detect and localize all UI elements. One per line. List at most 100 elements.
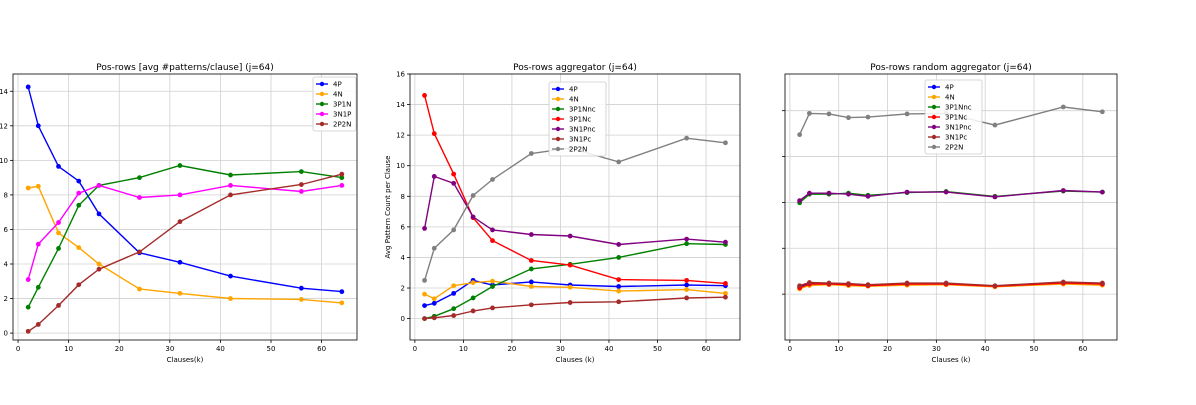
series-line-3N1Pnc bbox=[799, 189, 1103, 202]
data-point-2P2N bbox=[528, 151, 534, 156]
legend-label: 3N1Pnc bbox=[569, 126, 596, 134]
x-tick-label: 60 bbox=[702, 345, 711, 353]
data-point-4P bbox=[528, 279, 534, 285]
data-point-4N bbox=[96, 261, 102, 267]
y-tick-label: 14 bbox=[396, 101, 405, 109]
data-point-2P2N bbox=[339, 171, 345, 177]
data-point-4N bbox=[35, 183, 41, 189]
data-point-4P bbox=[684, 282, 690, 288]
data-point-3P1N bbox=[339, 175, 345, 181]
data-point-2P2N bbox=[1099, 109, 1105, 115]
data-point-3N1Pc bbox=[470, 308, 476, 314]
legend-swatch-marker bbox=[555, 126, 561, 132]
y-axis-label: Avg Pattern Count per Clause bbox=[384, 156, 392, 259]
data-point-2P2N bbox=[865, 114, 871, 120]
series-line-3N1P bbox=[27, 184, 342, 280]
data-point-4N bbox=[228, 296, 233, 301]
data-point-3N1Pc bbox=[904, 280, 910, 286]
data-point-2P2N bbox=[1060, 104, 1066, 110]
y-tick-label: 0 bbox=[401, 315, 405, 323]
y-tick-label: 6 bbox=[401, 223, 406, 231]
series-line-2P2N bbox=[798, 106, 1103, 135]
data-point-3P1N bbox=[177, 163, 183, 168]
data-point-3N1Pnc bbox=[1099, 189, 1105, 195]
x-tick-label: 50 bbox=[267, 345, 276, 353]
data-point-3N1Pnc bbox=[992, 194, 998, 200]
data-point-3N1Pc bbox=[723, 294, 728, 300]
data-point-4N bbox=[56, 230, 61, 236]
legend-label: 4P bbox=[333, 81, 342, 89]
data-point-3N1Pc bbox=[684, 295, 690, 301]
data-point-4N bbox=[470, 280, 476, 286]
chart-title: Pos-rows [avg #patterns/clause] (j=64) bbox=[96, 63, 274, 73]
y-tick-label: 14 bbox=[0, 88, 9, 96]
legend-label: 4P bbox=[569, 86, 578, 94]
legend-label: 4N bbox=[569, 96, 579, 104]
data-point-2P2N bbox=[723, 140, 728, 146]
legend-swatch-marker bbox=[931, 124, 937, 130]
data-point-3N1Pnc bbox=[723, 239, 728, 245]
series-line-4N bbox=[424, 280, 726, 300]
data-point-4N bbox=[684, 287, 690, 292]
x-tick-label: 60 bbox=[1078, 345, 1087, 353]
data-point-3N1Pnc bbox=[846, 191, 851, 197]
legend-label: 3N1Pc bbox=[569, 136, 591, 144]
data-point-3N1P bbox=[96, 183, 102, 188]
data-point-4P bbox=[96, 211, 102, 217]
data-point-2P2N bbox=[422, 277, 427, 283]
legend-label: 4N bbox=[333, 91, 343, 99]
data-point-3N1Pc bbox=[490, 305, 495, 311]
legend-swatch-marker bbox=[555, 146, 561, 152]
data-point-3N1Pnc bbox=[422, 226, 427, 231]
legend-swatch-marker bbox=[555, 86, 561, 92]
data-point-2P2N bbox=[298, 182, 304, 187]
data-point-3P1N bbox=[56, 246, 61, 251]
data-point-3P1N bbox=[25, 304, 31, 310]
data-point-2P2N bbox=[992, 122, 998, 128]
data-point-2P2N bbox=[797, 132, 803, 138]
y-tick-label: 10 bbox=[0, 157, 8, 165]
data-point-3P1Nc bbox=[451, 171, 457, 177]
y-tick-label: 6 bbox=[4, 226, 9, 234]
y-tick-label: 4 bbox=[4, 261, 9, 269]
data-point-4N bbox=[298, 297, 304, 302]
data-point-3N1Pc bbox=[1099, 280, 1105, 286]
series-line-2P2N bbox=[27, 173, 342, 332]
data-point-3N1Pc bbox=[797, 283, 803, 289]
data-point-3N1Pc bbox=[943, 280, 949, 286]
data-point-3N1Pc bbox=[807, 280, 812, 285]
data-point-2P2N bbox=[904, 111, 910, 117]
data-point-3N1Pc bbox=[826, 280, 832, 286]
data-point-3N1Pc bbox=[846, 281, 851, 287]
data-point-4P bbox=[298, 285, 304, 291]
data-point-2P2N bbox=[470, 193, 476, 198]
data-point-3P1Nnc bbox=[684, 241, 690, 247]
legend-label: 3P1Nc bbox=[945, 114, 967, 122]
y-tick-label: 10 bbox=[396, 162, 405, 170]
data-point-3P1Nnc bbox=[616, 255, 622, 260]
data-point-2P2N bbox=[846, 115, 851, 121]
data-point-3P1N bbox=[298, 169, 304, 174]
chart-title: Pos-rows aggregator (j=64) bbox=[513, 63, 637, 73]
data-point-3P1Nc bbox=[616, 277, 622, 283]
legend-label: 3N1Pnc bbox=[945, 124, 972, 132]
legend-swatch-marker bbox=[555, 136, 561, 142]
data-point-2P2N bbox=[96, 266, 102, 272]
x-tick-label: 40 bbox=[216, 345, 225, 353]
legend-swatch-marker bbox=[555, 116, 561, 122]
data-point-3N1P bbox=[35, 241, 41, 247]
x-tick-label: 0 bbox=[788, 345, 792, 353]
x-tick-label: 20 bbox=[507, 345, 516, 353]
x-tick-label: 40 bbox=[605, 345, 614, 353]
data-point-3N1Pnc bbox=[865, 193, 871, 199]
legend-label: 2P2N bbox=[333, 121, 351, 129]
legend-label: 4P bbox=[945, 84, 954, 92]
data-point-4N bbox=[451, 283, 457, 289]
data-point-4P bbox=[56, 164, 61, 169]
series-line-4N bbox=[28, 185, 342, 304]
chart-panel-1: 0 10 20 30 40 50 60 0 2 4 6 8 10 12 14 Pos-rows [avg #p… bbox=[0, 63, 358, 364]
data-point-4N bbox=[490, 278, 495, 284]
data-point-3N1Pc bbox=[616, 299, 622, 305]
x-tick-label: 10 bbox=[64, 345, 73, 353]
